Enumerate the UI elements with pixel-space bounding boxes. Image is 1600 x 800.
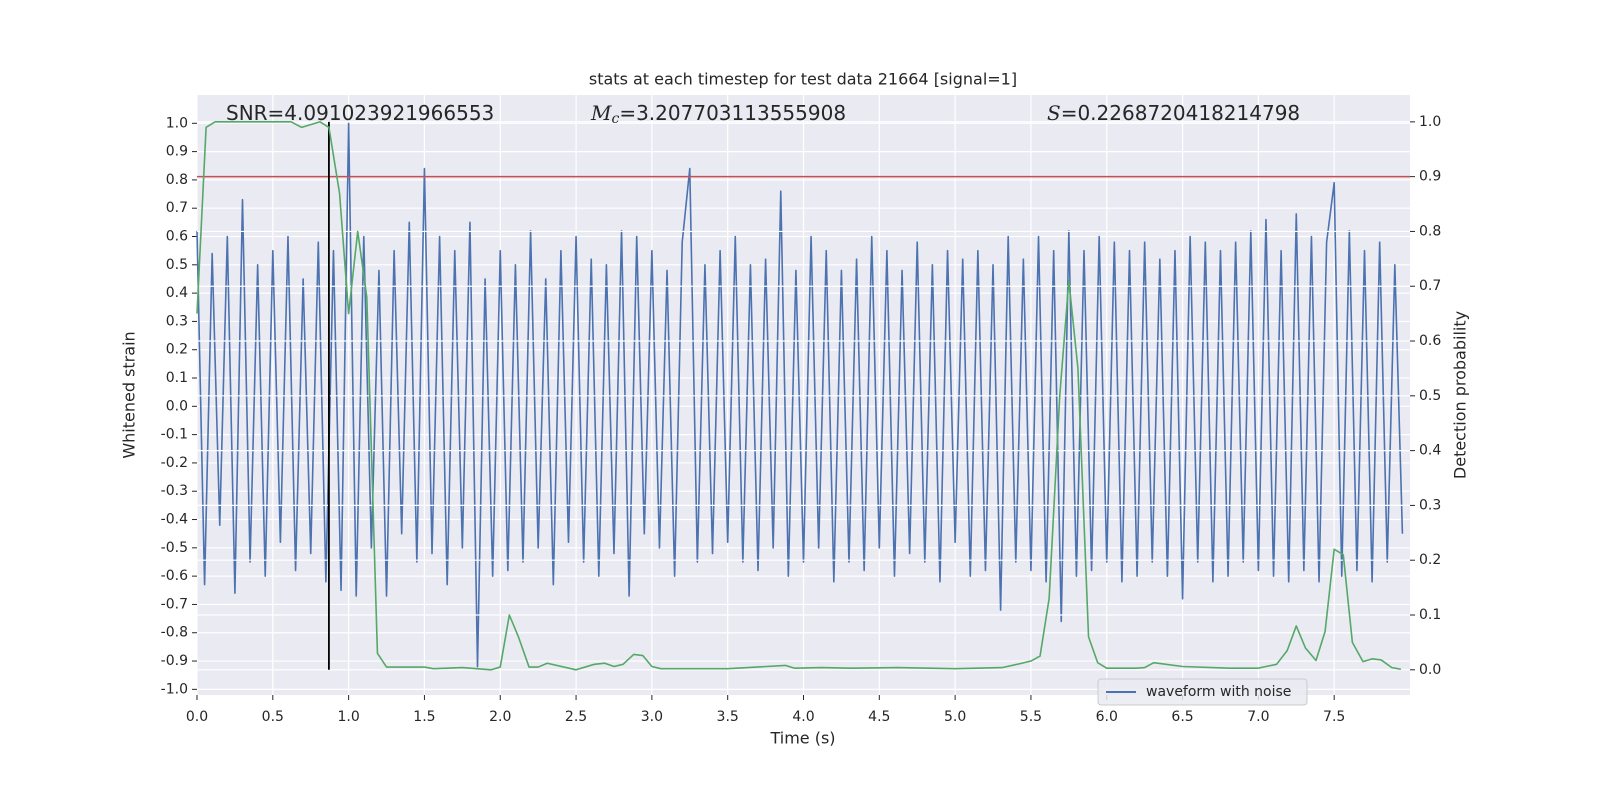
y-tick-label: -0.7 [161, 596, 188, 612]
annotation-text: =0.2268720418214798 [1061, 101, 1300, 125]
x-tick-label: 0.5 [262, 709, 284, 725]
annotation-text: SNR=4.091023921966553 [226, 101, 494, 125]
y-tick-label: 0.8 [166, 172, 188, 188]
x-axis-label: Time (s) [769, 729, 835, 748]
x-tick-label: 1.0 [337, 709, 359, 725]
annotation: SNR=4.091023921966553 [226, 101, 494, 125]
annotation-symbol: S [1047, 101, 1061, 125]
x-tick-label: 3.0 [641, 709, 663, 725]
y-tick-label: -0.4 [161, 512, 188, 528]
y-tick-label: -0.3 [161, 483, 188, 499]
y2-tick-label: 0.6 [1419, 333, 1441, 349]
legend: waveform with noise [1097, 678, 1308, 706]
y-tick-label: -0.8 [161, 625, 188, 641]
annotation: Mc=3.207703113555908 [590, 101, 846, 128]
y2-tick-label: 0.3 [1419, 497, 1441, 513]
annotation-subscript: c [611, 111, 619, 127]
y-tick-label: 0.2 [166, 342, 188, 358]
y2-tick-label: 0.8 [1419, 223, 1441, 239]
x-tick-label: 4.5 [868, 709, 890, 725]
annotation: S=0.2268720418214798 [1047, 101, 1300, 125]
y2-tick-label: 0.5 [1419, 388, 1441, 404]
y-tick-label: 0.5 [166, 257, 188, 273]
x-tick-label: 3.5 [717, 709, 739, 725]
x-tick-label: 6.5 [1171, 709, 1193, 725]
legend-label: waveform with noise [1146, 684, 1291, 700]
y2-tick-label: 1.0 [1419, 114, 1441, 130]
y2-tick-label: 0.7 [1419, 278, 1441, 294]
y-tick-label: -0.2 [161, 455, 188, 471]
series-line [196, 122, 1404, 668]
y2-tick-label: 0.9 [1419, 169, 1441, 185]
y2-tick-label: 0.1 [1419, 607, 1441, 623]
y-tick-label: -0.5 [161, 540, 188, 556]
y-tick-label: 0.0 [166, 398, 188, 414]
y-tick-label: 0.3 [166, 313, 188, 329]
x-tick-label: 6.0 [1096, 709, 1118, 725]
x-tick-label: 4.0 [792, 709, 814, 725]
y2-tick-label: 0.0 [1419, 662, 1441, 678]
y-tick-label: -0.6 [161, 568, 188, 584]
y-tick-label: 0.6 [166, 229, 188, 245]
x-tick-label: 2.5 [565, 709, 587, 725]
y-tick-label: -0.9 [161, 653, 188, 669]
x-tick-label: 7.0 [1247, 709, 1269, 725]
x-tick-label: 2.0 [489, 709, 511, 725]
x-tick-label: 5.0 [944, 709, 966, 725]
y-tick-label: 0.1 [166, 370, 188, 386]
x-tick-label: 0.0 [186, 709, 208, 725]
chart-title: stats at each timestep for test data 216… [589, 70, 1017, 89]
x-tick-label: 7.5 [1323, 709, 1345, 725]
y2-tick-label: 0.2 [1419, 552, 1441, 568]
annotation-text: =3.207703113555908 [619, 101, 846, 125]
y-tick-label: 1.0 [166, 115, 188, 131]
y2-tick-label: 0.4 [1419, 443, 1441, 459]
y-tick-label: -1.0 [161, 681, 188, 697]
y-tick-label: 0.7 [166, 200, 188, 216]
y2-axis-label: Detection probability [1451, 311, 1470, 479]
y-tick-label: 0.4 [166, 285, 188, 301]
y-tick-label: -0.1 [161, 427, 188, 443]
annotation-symbol: M [590, 101, 612, 125]
legend-box [1097, 678, 1308, 706]
y-axis-label: Whitened strain [120, 331, 139, 458]
y-tick-label: 0.9 [166, 144, 188, 160]
series-line [196, 121, 1402, 671]
x-tick-label: 5.5 [1020, 709, 1042, 725]
x-tick-label: 1.5 [413, 709, 435, 725]
